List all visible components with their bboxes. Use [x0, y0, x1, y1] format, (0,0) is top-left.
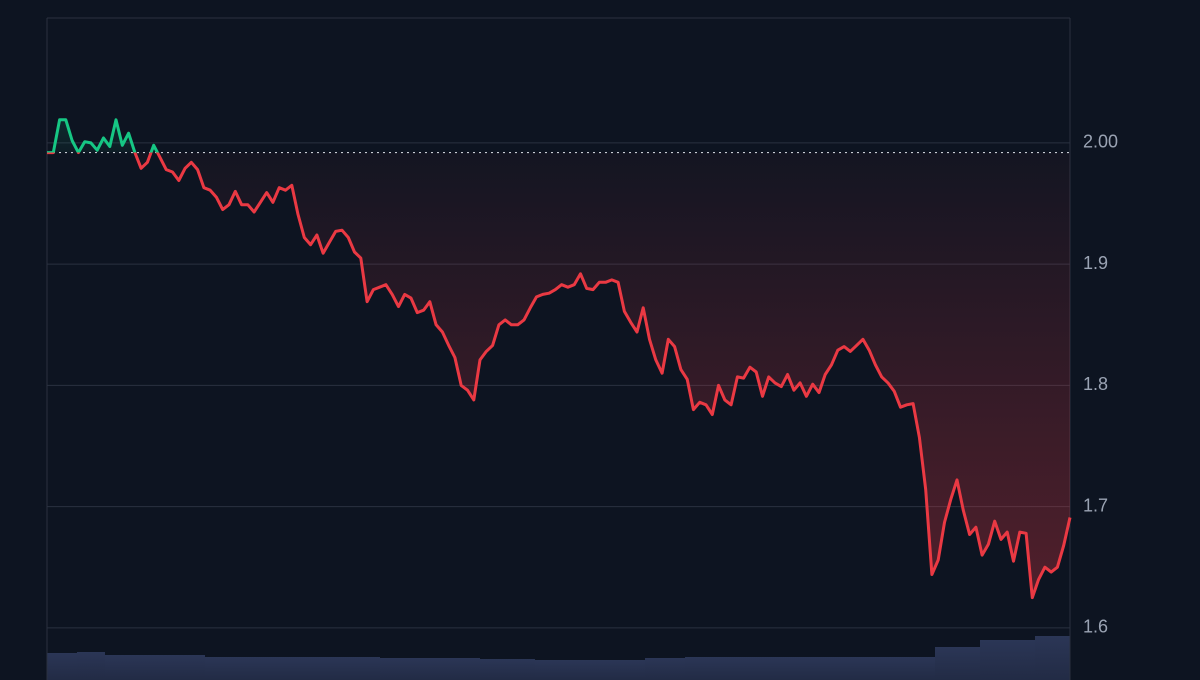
volume-block	[205, 657, 380, 680]
y-tick-label: 1.6	[1083, 617, 1108, 637]
volume-block	[77, 652, 105, 680]
volume-block	[105, 655, 205, 680]
volume-block	[980, 640, 1035, 680]
volume-block	[645, 658, 685, 680]
volume-block	[1035, 636, 1070, 680]
volume-block	[685, 657, 935, 680]
y-tick-label: 1.7	[1083, 495, 1108, 515]
volume-block	[535, 660, 645, 680]
y-tick-label: 2.00	[1083, 132, 1118, 152]
volume-block	[935, 647, 980, 680]
price-area	[47, 119, 1070, 598]
volume-block	[47, 653, 77, 680]
volume-block	[480, 659, 535, 680]
volume-band	[47, 636, 1070, 680]
price-line	[47, 118, 1072, 600]
volume-block	[380, 658, 480, 680]
y-tick-label: 1.9	[1083, 253, 1108, 273]
y-tick-label: 1.8	[1083, 374, 1108, 394]
